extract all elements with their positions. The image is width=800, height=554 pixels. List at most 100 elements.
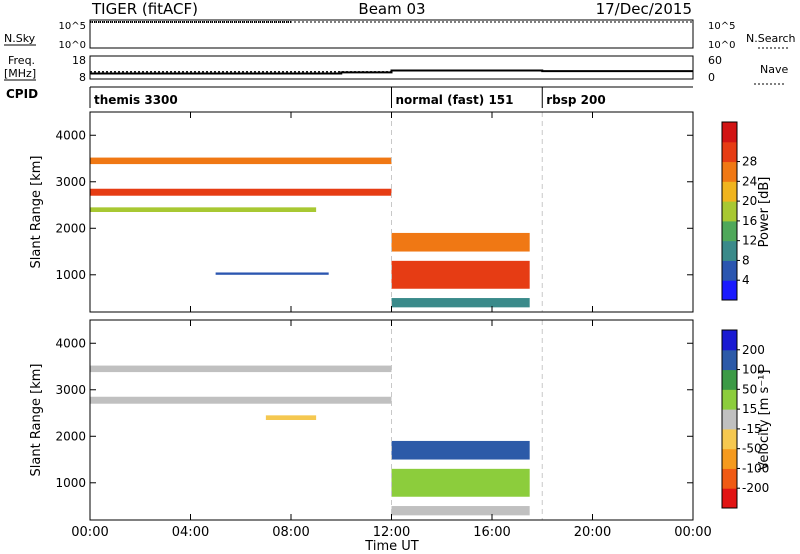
data-region [391, 468, 530, 497]
colorbar-tick-label: 24 [742, 174, 757, 188]
colorbar-tick-label: 50 [742, 382, 757, 396]
data-region [265, 415, 317, 420]
data-region [391, 232, 530, 252]
colorbar-frame [721, 121, 738, 301]
velocity-ylabel: Slant Range [km] [29, 364, 44, 477]
power-colorbar-label: Power [dB] [757, 177, 772, 248]
data-region [391, 298, 530, 308]
freq-right-tick-top: 60 [708, 54, 722, 67]
data-region [90, 365, 392, 373]
x-tick-label: 04:00 [172, 525, 209, 540]
colorbar-swatch [722, 161, 737, 182]
colorbar-swatch [722, 428, 737, 450]
y-tick-label: 2000 [55, 221, 86, 235]
beam-title: Beam 03 [358, 0, 425, 18]
power-plot [90, 112, 543, 312]
colorbar-tick-label: -100 [742, 461, 769, 475]
y-tick-label: 1000 [55, 268, 86, 282]
y-tick-label: 3000 [55, 383, 86, 397]
data-region [90, 396, 392, 404]
noise-right-tick-bottom: 10^0 [708, 40, 735, 51]
cpid-segment-label: normal (fast) 151 [396, 93, 514, 107]
colorbar-swatch [722, 468, 737, 489]
cpid-segment-label: themis 3300 [94, 93, 178, 107]
colorbar-tick-label: 8 [742, 253, 750, 267]
colorbar-swatch [722, 448, 737, 469]
colorbar-swatch [722, 240, 737, 261]
cpid-segments: themis 3300 normal (fast) 151 rbsp 200 [89, 87, 606, 108]
x-tick-label: 00:00 [71, 525, 108, 540]
noise-frame [89, 19, 694, 49]
radar-title: TIGER (fitACF) [91, 0, 198, 18]
x-tick-label: 12:00 [373, 525, 410, 540]
data-region [90, 157, 392, 165]
freq-left-tick-top: 18 [72, 54, 86, 67]
freq-right-tick-bottom: 0 [708, 71, 715, 84]
power-colorbar: 4 8 12 16 20 24 28 [721, 121, 757, 301]
colorbar-swatch [722, 389, 737, 410]
x-tick-label: 20:00 [574, 525, 611, 540]
data-region [90, 207, 317, 212]
noise-right-tick-top: 10^5 [708, 21, 735, 32]
x-tick-label: 00:00 [674, 525, 711, 540]
colorbar-swatch [722, 201, 737, 222]
y-tick-label: 3000 [55, 175, 86, 189]
velocity-plot [90, 320, 543, 520]
freq-left-unit: [MHz] [4, 67, 36, 80]
data-region [391, 440, 530, 460]
data-region [391, 506, 530, 516]
freq-series [90, 69, 693, 75]
colorbar-tick-label: 12 [742, 234, 757, 248]
colorbar-swatch [722, 260, 737, 281]
data-region [391, 260, 530, 289]
colorbar-tick-label: 20 [742, 194, 757, 208]
power-yticks: 1000 2000 3000 4000 [55, 128, 693, 282]
velocity-panel: 1000 2000 3000 4000 Slant Range [km] 200 100… [29, 319, 772, 521]
x-tick-label: 08:00 [272, 525, 309, 540]
colorbar-tick-label: -50 [742, 442, 762, 456]
colorbar-swatch [722, 280, 737, 301]
colorbar-tick-label: -15 [742, 422, 762, 436]
colorbar-swatch [722, 369, 737, 390]
cpid-segment-label: rbsp 200 [546, 93, 605, 107]
power-panel: 1000 2000 3000 4000 Slant Range [km] 4 8 12 16… [29, 111, 772, 313]
colorbar-tick-label: 100 [742, 363, 765, 377]
data-region [215, 272, 329, 275]
x-tick-label: 16:00 [473, 525, 510, 540]
velocity-yticks: 1000 2000 3000 4000 [55, 336, 693, 490]
cpid-panel: CPID themis 3300 normal (fast) 151 rbsp 20… [6, 86, 693, 108]
colorbar-swatch [722, 141, 737, 163]
y-tick-label: 4000 [55, 128, 86, 142]
colorbar-swatch [722, 181, 737, 202]
freq-left-label: Freq. [8, 54, 35, 67]
colorbar-tick-label: 28 [742, 155, 757, 169]
colorbar-frame [721, 329, 738, 509]
noise-panel: N.Sky 10^5 10^0 10^5 10^0 N.Search [4, 19, 796, 51]
frequency-panel: Freq. [MHz] 18 8 60 0 Nave [4, 54, 788, 85]
colorbar-swatch [722, 122, 737, 143]
colorbar-swatch [722, 349, 737, 371]
colorbar-swatch [722, 330, 737, 351]
power-ylabel: Slant Range [km] [29, 156, 44, 269]
freq-right-label: Nave [760, 63, 788, 76]
x-axis-label: Time UT [364, 539, 418, 554]
data-region [90, 188, 392, 196]
noise-left-label: N.Sky [4, 32, 36, 45]
x-axis-ticks: 00:00 04:00 08:00 12:00 16:00 20:00 00:00 [71, 112, 712, 540]
colorbar-swatch [722, 409, 737, 430]
noise-right-label: N.Search [746, 32, 796, 45]
cpid-label: CPID [6, 87, 38, 101]
y-tick-label: 4000 [55, 336, 86, 350]
y-tick-label: 1000 [55, 476, 86, 490]
noise-left-tick-bottom: 10^0 [59, 40, 86, 51]
freq-left-tick-bottom: 8 [79, 71, 86, 84]
velocity-colorbar: 200 100 50 15 -15 -50 -100 -200 [721, 329, 769, 509]
colorbar-tick-label: 16 [742, 214, 757, 228]
y-tick-label: 2000 [55, 429, 86, 443]
colorbar-tick-label: 4 [742, 273, 750, 287]
velocity-colorbar-label: Velocity [m s⁻¹] [757, 370, 772, 471]
colorbar-swatch [722, 488, 737, 509]
date-title: 17/Dec/2015 [596, 0, 692, 18]
colorbar-tick-label: 15 [742, 402, 757, 416]
